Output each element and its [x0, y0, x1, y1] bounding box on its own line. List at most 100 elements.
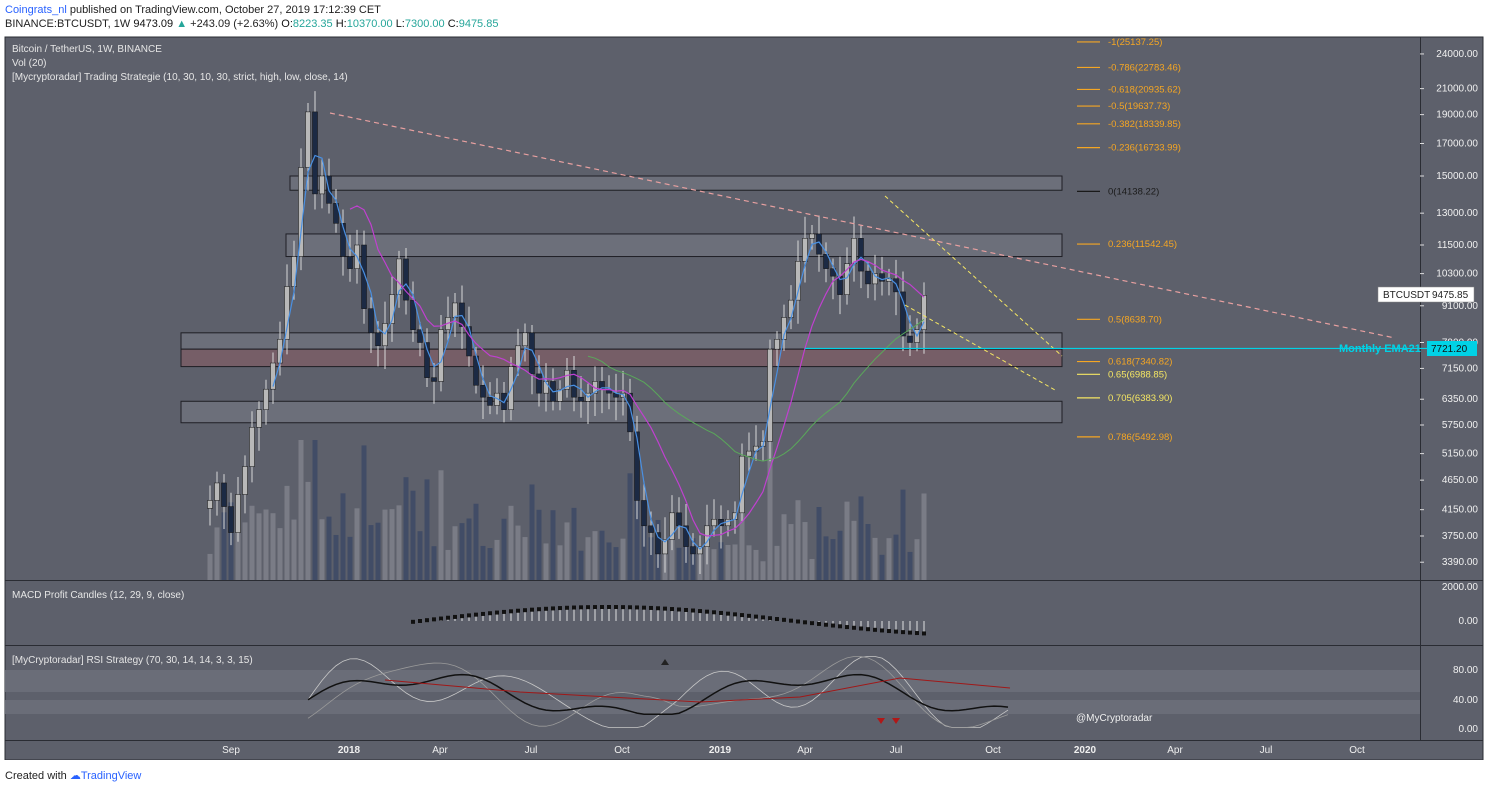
macd-candle	[894, 629, 898, 634]
rsi-overbought-band	[5, 670, 1420, 692]
volume-bar	[543, 543, 549, 580]
candle-body	[361, 244, 367, 309]
macd-candle	[439, 616, 443, 621]
candle-body	[228, 506, 234, 533]
candle-body	[263, 388, 269, 410]
time-axis-label: 2020	[1074, 745, 1097, 756]
volume-bar	[298, 440, 304, 580]
macd-candle	[880, 628, 884, 633]
macd-candle	[621, 605, 625, 610]
fib-level-label: 0.705(6383.90)	[1108, 393, 1172, 404]
volume-bar	[753, 549, 759, 580]
volume-bar	[333, 534, 339, 580]
volume-bar	[550, 510, 556, 580]
macd-candle	[810, 621, 814, 626]
candle-body	[648, 525, 654, 533]
volume-bar	[648, 537, 654, 580]
volume-bar	[207, 553, 213, 580]
open-label: O:	[281, 18, 293, 30]
price-axis[interactable]	[1420, 37, 1483, 740]
volume-bar	[249, 505, 255, 580]
macd-candle	[719, 610, 723, 615]
volume-bar	[529, 484, 535, 580]
candle-body	[697, 546, 703, 555]
candle-body	[578, 396, 584, 402]
volume-bar	[438, 470, 444, 580]
volume-bar	[627, 473, 633, 580]
volume-bar	[221, 512, 227, 580]
price-panel[interactable]	[5, 37, 1420, 580]
volume-bar	[592, 531, 598, 580]
candle-body	[746, 450, 752, 457]
candle-body	[452, 302, 458, 318]
candle-body	[347, 256, 353, 269]
rsi-panel[interactable]	[5, 646, 1420, 740]
publisher-username[interactable]: Coingrats_nl	[5, 4, 67, 16]
tradingview-logo-icon[interactable]: ☁	[69, 770, 81, 782]
macd-candle	[908, 630, 912, 635]
macd-candle	[663, 606, 667, 611]
price-tag: 9475.85	[1432, 290, 1469, 301]
volume-bar	[774, 545, 780, 580]
macd-candle	[600, 605, 604, 610]
support-resistance-zone	[180, 348, 1063, 368]
candle-body	[536, 373, 542, 394]
volume-bar	[739, 485, 745, 580]
rsi-axis-label: 40.00	[1453, 695, 1478, 706]
fib-level-label: -0.618(20935.62)	[1108, 84, 1181, 95]
volume-bar	[571, 507, 577, 580]
volume-bar	[494, 539, 500, 580]
candle-body	[795, 261, 801, 301]
macd-candle	[691, 608, 695, 613]
candle-body	[627, 392, 633, 433]
high-label: H:	[335, 18, 347, 30]
volume-bar	[858, 496, 864, 580]
volume-bar	[844, 501, 850, 580]
candle-body	[333, 203, 339, 224]
candle-body	[403, 258, 409, 301]
candle-body	[816, 233, 822, 255]
candle-body	[242, 466, 248, 495]
time-axis-label: Apr	[1167, 745, 1183, 756]
volume-bar	[851, 520, 857, 580]
volume-bar	[865, 524, 871, 580]
legend-strategy: [Mycryptoradar] Trading Strategie (10, 3…	[12, 72, 348, 83]
candle-body	[410, 299, 416, 330]
macd-candle	[705, 609, 709, 614]
candle-body	[214, 482, 220, 501]
macd-candle	[551, 606, 555, 611]
price-axis-label: 19000.00	[1436, 110, 1478, 121]
time-axis[interactable]	[5, 740, 1483, 760]
volume-bar	[466, 518, 472, 580]
long-downtrend-line	[329, 112, 1396, 339]
footer-brand[interactable]: TradingView	[80, 770, 142, 782]
volume-bar	[382, 509, 388, 580]
fib-level-label: 0.5(8638.70)	[1108, 314, 1162, 325]
volume-bar	[515, 525, 521, 580]
price-axis-label: 13000.00	[1436, 208, 1478, 219]
volume-bar	[711, 549, 717, 580]
macd-candle	[460, 614, 464, 619]
fib-level-label: 0.618(7340.82)	[1108, 357, 1172, 368]
price-change: +243.09 (+2.63%)	[190, 18, 279, 30]
ohlc-line: BINANCE:BTCUSDT, 1W 9473.09 ▲ +243.09 (+…	[5, 18, 498, 30]
fib-level-label: 0.65(6988.85)	[1108, 369, 1167, 380]
volume-bar	[431, 546, 437, 580]
channel-lower-line	[904, 304, 1056, 391]
macd-candle	[873, 627, 877, 632]
volume-bar	[473, 503, 479, 580]
chart-area[interactable]: -1(25137.25) -0.786(22783.46) -0.618(20935…	[0, 0, 1488, 760]
volume-bar	[410, 490, 416, 580]
volume-bar	[347, 536, 353, 580]
macd-candle	[817, 621, 821, 626]
fib-level-label: -1(25137.25)	[1108, 37, 1162, 48]
candle-body	[683, 525, 689, 547]
volume-bar	[900, 489, 906, 580]
volume-bar	[270, 513, 276, 580]
volume-bar	[424, 479, 430, 580]
macd-candle	[789, 618, 793, 623]
volume-bar	[921, 493, 927, 580]
volume-bar	[256, 513, 262, 580]
candle-body	[424, 342, 430, 378]
price-axis-label: 24000.00	[1436, 49, 1478, 60]
